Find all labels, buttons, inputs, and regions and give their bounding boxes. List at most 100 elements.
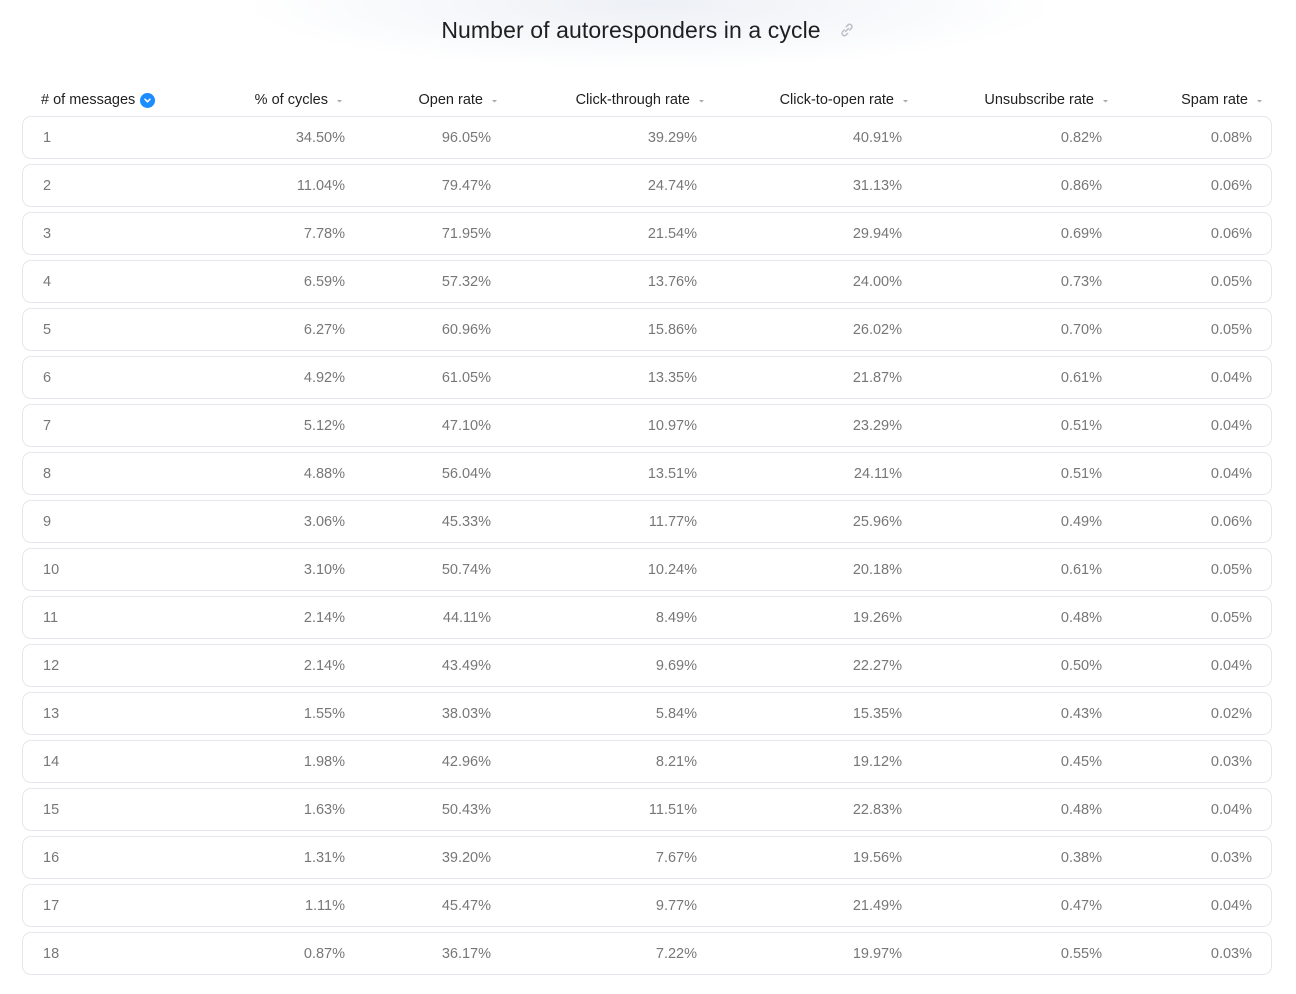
- cell-messages: 13: [43, 705, 60, 722]
- table-row: 12 2.14% 43.49% 9.69% 22.27% 0.50% 0.04%: [22, 644, 1272, 687]
- table-row: 15 1.63% 50.43% 11.51% 22.83% 0.48% 0.04%: [22, 788, 1272, 831]
- cell-cycles: 2.14%: [303, 657, 345, 674]
- cell-cto: 29.94%: [852, 225, 902, 242]
- cell-open: 44.11%: [442, 609, 491, 626]
- cell-open: 71.95%: [441, 225, 491, 242]
- cell-open: 43.49%: [441, 657, 491, 674]
- column-header-label: Click-to-open rate: [779, 92, 894, 108]
- cell-unsub: 0.45%: [1060, 753, 1102, 770]
- column-header-unsub[interactable]: Unsubscribe rate: [984, 88, 1109, 112]
- cell-ctr: 21.54%: [647, 225, 697, 242]
- title-bar: Number of autoresponders in a cycle: [0, 14, 1296, 46]
- cell-messages: 2: [43, 177, 52, 194]
- cell-cto: 21.49%: [852, 897, 902, 914]
- cell-ctr: 9.69%: [655, 657, 697, 674]
- cell-cto: 26.02%: [852, 321, 902, 338]
- cell-open: 96.05%: [441, 129, 491, 146]
- cell-ctr: 24.74%: [647, 177, 697, 194]
- cell-spam: 0.04%: [1210, 369, 1252, 386]
- table-header: # of messages % of cycles Open rate Click-t…: [22, 88, 1272, 112]
- table-row: 11 2.14% 44.11% 8.49% 19.26% 0.48% 0.05%: [22, 596, 1272, 639]
- cell-cto: 20.18%: [852, 561, 902, 578]
- column-header-cto[interactable]: Click-to-open rate: [780, 88, 909, 112]
- sort-caret-icon[interactable]: [336, 97, 343, 104]
- column-header-cycles[interactable]: % of cycles: [255, 88, 343, 112]
- sort-descending-icon[interactable]: [140, 92, 156, 108]
- cell-cycles: 5.12%: [303, 417, 345, 434]
- cell-cycles: 34.50%: [295, 129, 345, 146]
- cell-cto: 24.00%: [852, 273, 902, 290]
- cell-spam: 0.04%: [1210, 801, 1252, 818]
- table-row: 14 1.98% 42.96% 8.21% 19.12% 0.45% 0.03%: [22, 740, 1272, 783]
- cell-cycles: 1.11%: [304, 897, 345, 914]
- cell-unsub: 0.82%: [1060, 129, 1102, 146]
- cell-open: 38.03%: [441, 705, 491, 722]
- cell-unsub: 0.69%: [1060, 225, 1102, 242]
- cell-spam: 0.02%: [1210, 705, 1252, 722]
- column-header-open[interactable]: Open rate: [419, 88, 499, 112]
- cell-cycles: 0.87%: [303, 945, 345, 962]
- cell-unsub: 0.48%: [1060, 801, 1102, 818]
- cell-unsub: 0.49%: [1060, 513, 1102, 530]
- cell-cto: 22.83%: [852, 801, 902, 818]
- page-title: Number of autoresponders in a cycle: [441, 16, 821, 43]
- column-header-ctr[interactable]: Click-through rate: [576, 88, 705, 112]
- cell-messages: 15: [43, 801, 60, 818]
- sort-caret-icon[interactable]: [491, 97, 498, 104]
- cell-messages: 10: [43, 561, 60, 578]
- link-icon[interactable]: [839, 22, 855, 38]
- column-header-label: Click-through rate: [575, 92, 690, 108]
- cell-ctr: 10.97%: [647, 417, 697, 434]
- cell-unsub: 0.61%: [1060, 369, 1102, 386]
- cell-messages: 8: [43, 465, 52, 482]
- column-header-label: Spam rate: [1181, 92, 1248, 108]
- cell-spam: 0.05%: [1210, 609, 1252, 626]
- cell-unsub: 0.86%: [1060, 177, 1102, 194]
- table-row: 18 0.87% 36.17% 7.22% 19.97% 0.55% 0.03%: [22, 932, 1272, 975]
- cell-spam: 0.06%: [1210, 177, 1252, 194]
- column-header-messages[interactable]: # of messages: [41, 88, 156, 112]
- cell-spam: 0.04%: [1210, 417, 1252, 434]
- cell-unsub: 0.50%: [1060, 657, 1102, 674]
- cell-messages: 9: [43, 513, 52, 530]
- cell-open: 56.04%: [441, 465, 491, 482]
- sort-caret-icon[interactable]: [1102, 97, 1109, 104]
- sort-caret-icon[interactable]: [1256, 97, 1263, 104]
- cell-ctr: 8.21%: [655, 753, 697, 770]
- cell-cto: 19.12%: [852, 753, 902, 770]
- cell-messages: 4: [43, 273, 52, 290]
- table-row: 13 1.55% 38.03% 5.84% 15.35% 0.43% 0.02%: [22, 692, 1272, 735]
- cell-unsub: 0.38%: [1060, 849, 1102, 866]
- cell-cycles: 6.59%: [303, 273, 345, 290]
- cell-spam: 0.06%: [1210, 513, 1252, 530]
- cell-messages: 11: [43, 609, 59, 626]
- table-row: 8 4.88% 56.04% 13.51% 24.11% 0.51% 0.04%: [22, 452, 1272, 495]
- cell-cycles: 4.88%: [303, 465, 345, 482]
- table-row: 10 3.10% 50.74% 10.24% 20.18% 0.61% 0.05%: [22, 548, 1272, 591]
- cell-ctr: 5.84%: [655, 705, 697, 722]
- cell-cycles: 7.78%: [303, 225, 345, 242]
- cell-cto: 21.87%: [852, 369, 902, 386]
- cell-ctr: 39.29%: [647, 129, 697, 146]
- cell-unsub: 0.47%: [1060, 897, 1102, 914]
- cell-unsub: 0.51%: [1060, 417, 1102, 434]
- sort-caret-icon[interactable]: [902, 97, 909, 104]
- cell-messages: 14: [43, 753, 60, 770]
- cell-cycles: 4.92%: [303, 369, 345, 386]
- column-header-spam[interactable]: Spam rate: [1181, 88, 1263, 112]
- table-row: 9 3.06% 45.33% 11.77% 25.96% 0.49% 0.06%: [22, 500, 1272, 543]
- cell-spam: 0.06%: [1210, 225, 1252, 242]
- cell-messages: 3: [43, 225, 52, 242]
- cell-unsub: 0.73%: [1060, 273, 1102, 290]
- cell-cto: 25.96%: [852, 513, 902, 530]
- cell-open: 42.96%: [441, 753, 491, 770]
- cell-unsub: 0.70%: [1060, 321, 1102, 338]
- table-row: 16 1.31% 39.20% 7.67% 19.56% 0.38% 0.03%: [22, 836, 1272, 879]
- sort-caret-icon[interactable]: [698, 97, 705, 104]
- cell-cycles: 2.14%: [303, 609, 345, 626]
- table-row: 1 34.50% 96.05% 39.29% 40.91% 0.82% 0.08%: [22, 116, 1272, 159]
- column-header-label: % of cycles: [254, 92, 328, 108]
- cell-cycles: 1.63%: [303, 801, 345, 818]
- cell-messages: 17: [43, 897, 60, 914]
- cell-messages: 1: [43, 129, 52, 146]
